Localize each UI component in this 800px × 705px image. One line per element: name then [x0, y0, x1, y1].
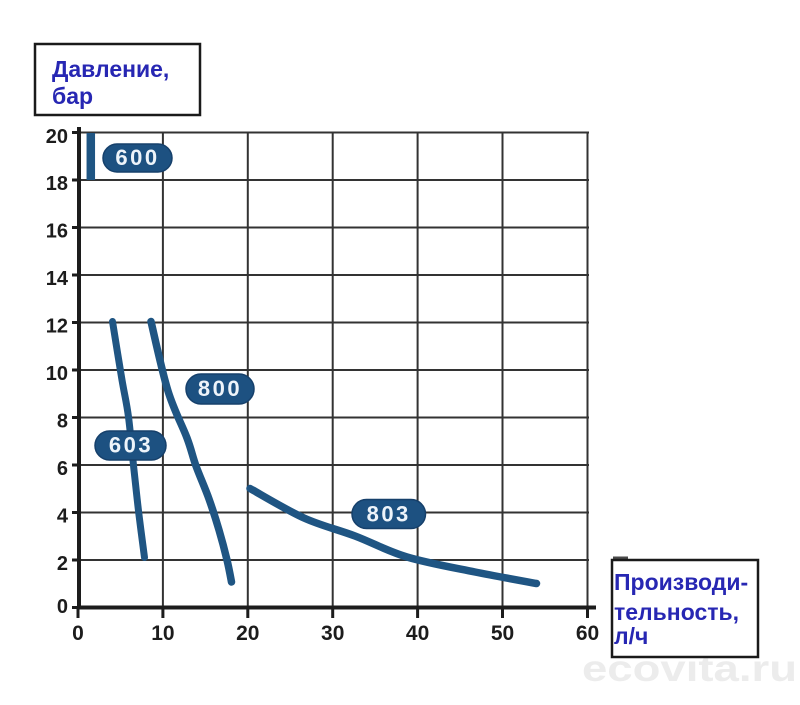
svg-text:803: 803: [367, 502, 411, 527]
svg-text:30: 30: [321, 622, 344, 645]
svg-text:603: 603: [109, 433, 153, 458]
svg-text:12: 12: [46, 316, 68, 338]
svg-text:20: 20: [236, 622, 259, 645]
svg-text:18: 18: [46, 173, 68, 195]
svg-text:50: 50: [491, 622, 514, 645]
svg-text:6: 6: [57, 458, 68, 480]
svg-text:16: 16: [46, 221, 68, 243]
svg-text:Производи-: Производи-: [614, 569, 748, 595]
svg-text:8: 8: [57, 411, 68, 433]
svg-text:бар: бар: [52, 83, 93, 109]
svg-text:14: 14: [46, 268, 69, 290]
svg-text:10: 10: [46, 363, 68, 385]
svg-text:2: 2: [57, 553, 68, 575]
svg-text:0: 0: [72, 622, 84, 645]
svg-text:600: 600: [115, 145, 159, 170]
svg-text:тельность,: тельность,: [614, 599, 739, 625]
svg-text:Давление,: Давление,: [52, 56, 169, 82]
svg-text:40: 40: [406, 622, 429, 645]
svg-text:800: 800: [198, 376, 242, 401]
svg-text:60: 60: [576, 622, 599, 645]
svg-text:10: 10: [151, 622, 174, 645]
svg-text:20: 20: [46, 126, 68, 148]
svg-text:0: 0: [57, 596, 68, 618]
svg-text:4: 4: [57, 506, 69, 528]
svg-text:л/ч: л/ч: [614, 623, 648, 649]
